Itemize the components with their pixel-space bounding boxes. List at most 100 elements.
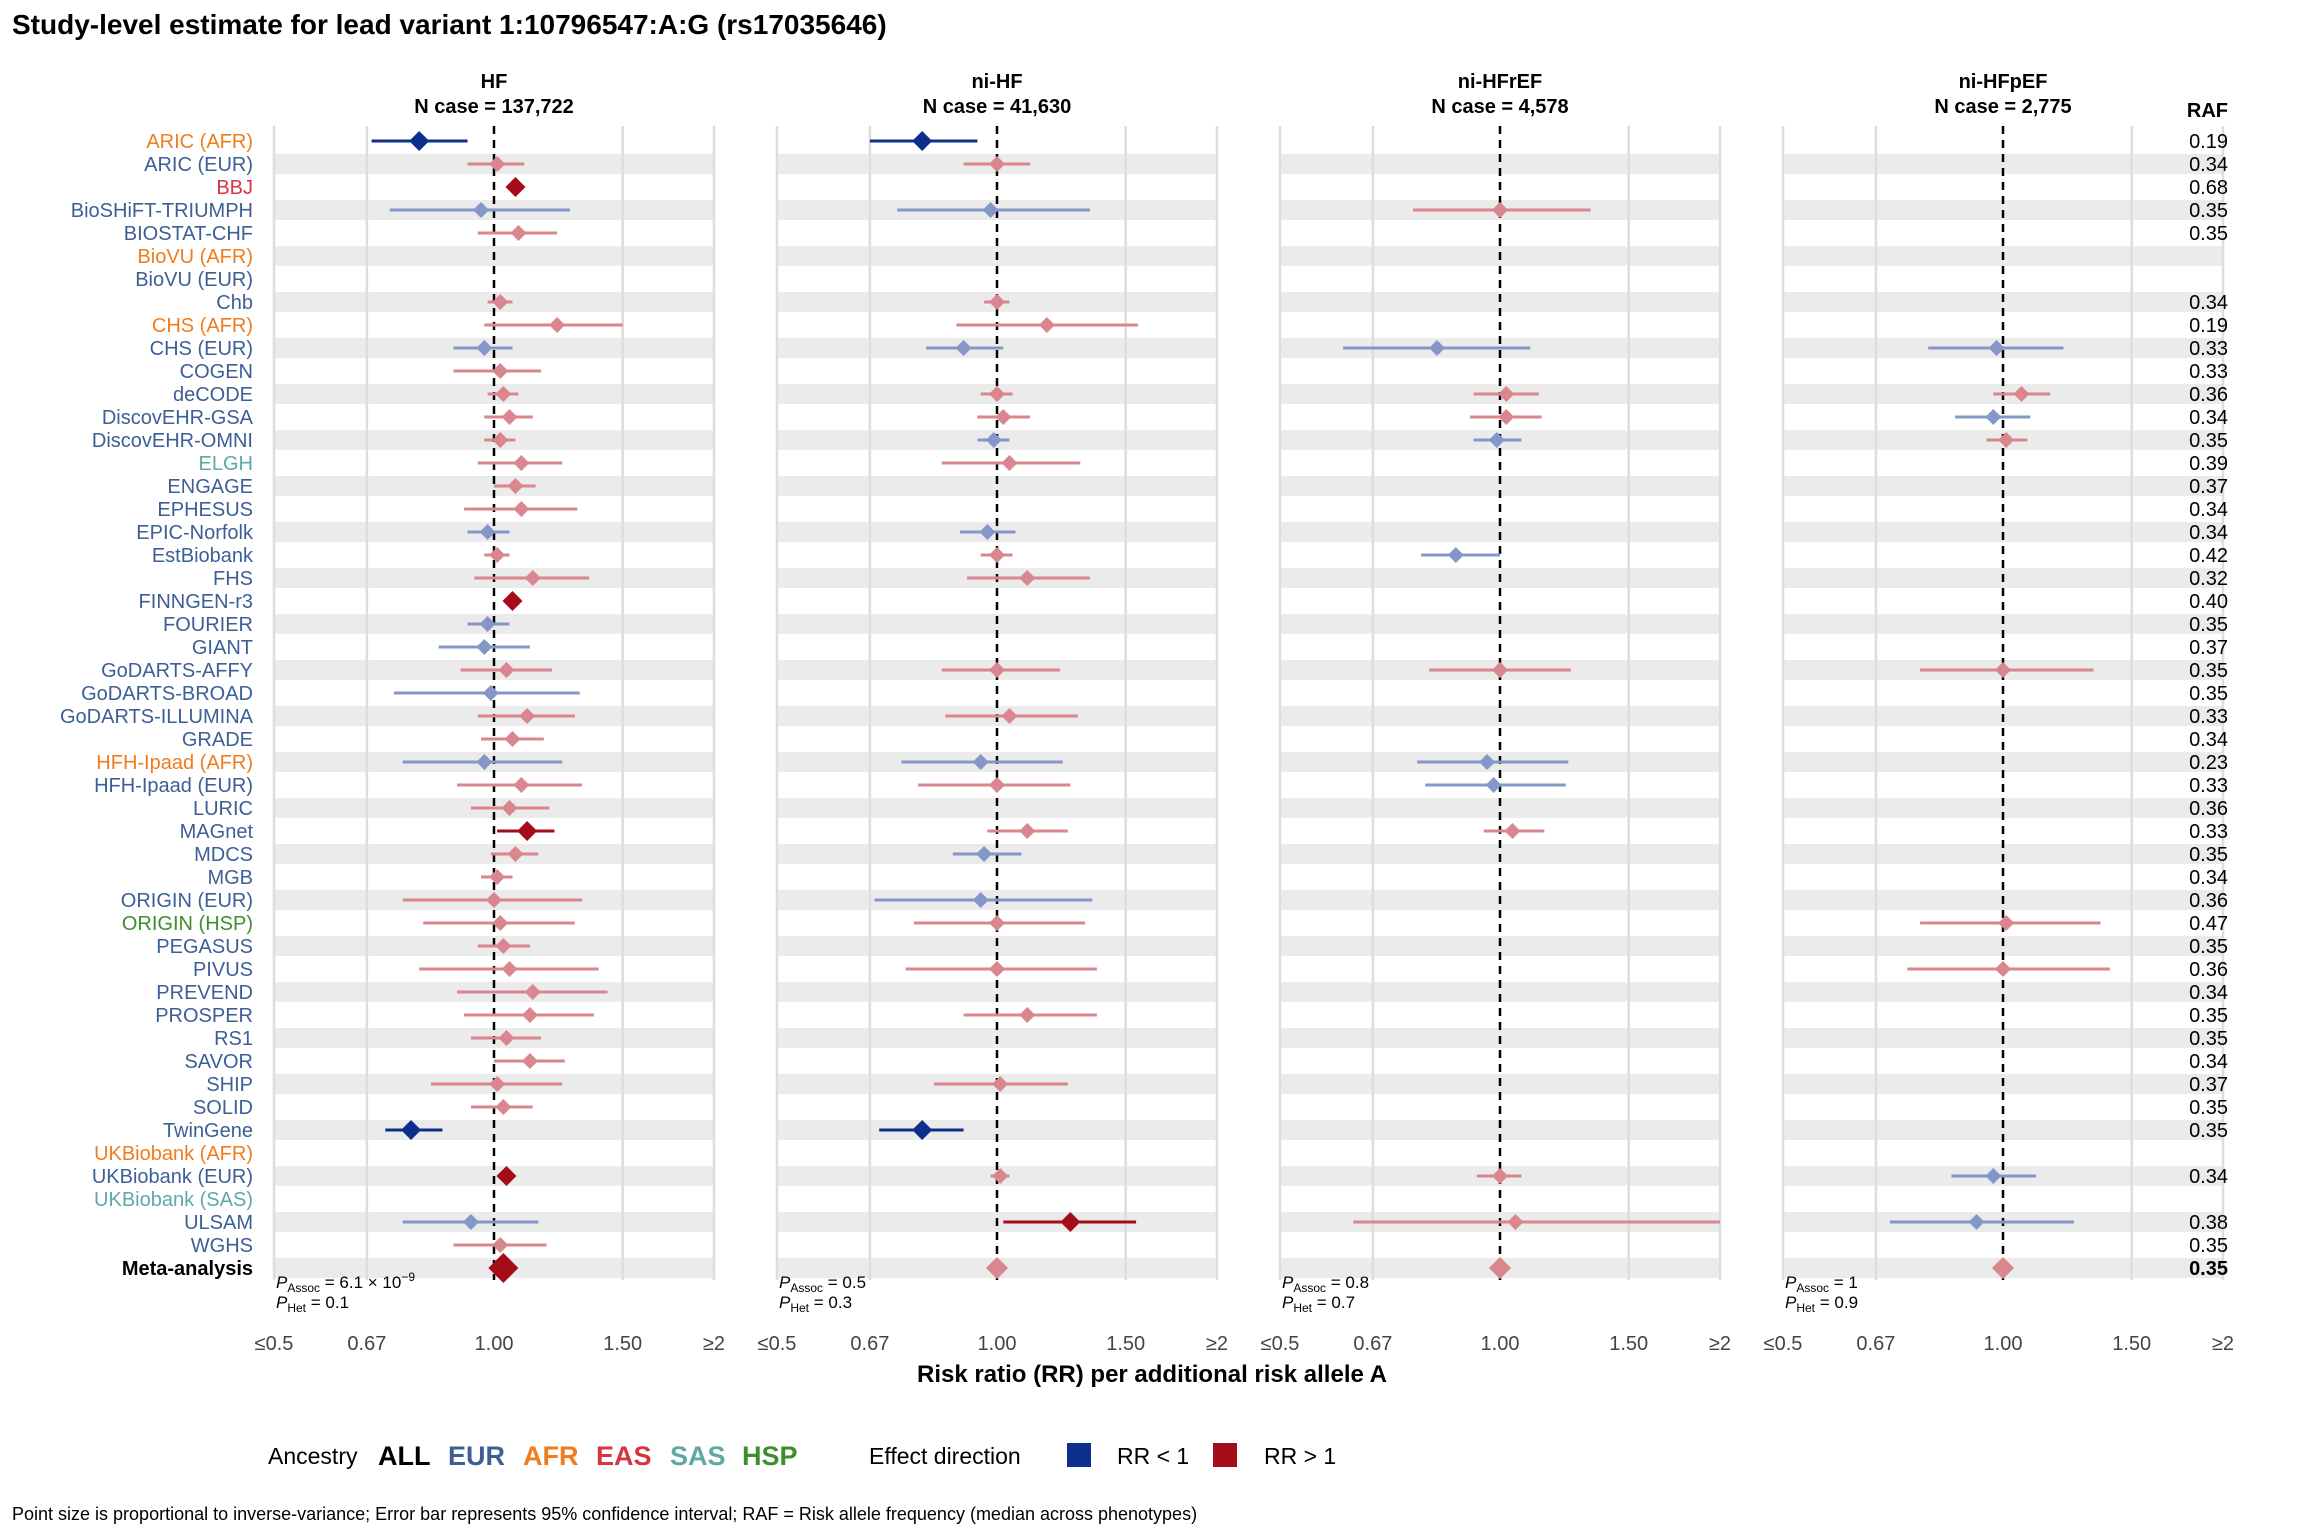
row-stripe <box>1280 476 1720 496</box>
point-estimate <box>479 616 496 632</box>
p-het: PHet = 0.1 <box>276 1293 349 1315</box>
panel-title: HF <box>481 71 508 93</box>
row-stripe <box>1783 982 2223 1002</box>
raf-value: 0.34 <box>2189 522 2228 544</box>
point-estimate <box>524 570 541 586</box>
point-estimate <box>492 1237 509 1253</box>
panel-n-case: N case = 41,630 <box>923 96 1071 118</box>
point-estimate <box>989 386 1005 402</box>
raf-value: 0.35 <box>2189 683 2228 705</box>
point-estimate <box>1488 432 1505 448</box>
x-tick-label: 1.00 <box>1984 1333 2023 1355</box>
point-estimate <box>1019 1007 1036 1023</box>
point-estimate <box>401 1120 422 1140</box>
point-estimate <box>513 501 530 517</box>
point-estimate <box>513 777 530 793</box>
study-label-savor: SAVOR <box>184 1051 253 1073</box>
study-label-chs-eur: CHS (EUR) <box>150 338 253 360</box>
raf-value: 0.35 <box>2189 200 2228 222</box>
footnote: Point size is proportional to inverse-va… <box>12 1504 1197 1524</box>
x-tick-label: ≤0.5 <box>1764 1333 1803 1355</box>
point-estimate <box>495 938 512 954</box>
raf-value: 0.19 <box>2189 131 2228 153</box>
point-estimate <box>992 1076 1009 1092</box>
row-stripes <box>274 154 2223 1278</box>
raf-value: 0.68 <box>2189 177 2228 199</box>
point-estimate <box>1985 1168 2002 1184</box>
study-label-meta-analysis: Meta-analysis <box>122 1258 253 1280</box>
point-estimate <box>1429 340 1446 356</box>
study-label-estbiobank: EstBiobank <box>152 545 254 567</box>
raf-value: 0.38 <box>2189 1212 2228 1234</box>
raf-value: 0.19 <box>2189 315 2228 337</box>
study-label-rs1: RS1 <box>214 1028 253 1050</box>
legend-ancestry-sas: SAS <box>670 1441 726 1471</box>
panel-title: ni-HFpEF <box>1959 71 2048 93</box>
legend-ancestry-hsp: HSP <box>742 1441 798 1471</box>
point-estimate <box>1504 823 1521 839</box>
point-estimate <box>1447 547 1464 563</box>
row-stripe <box>1280 1120 1720 1140</box>
row-stripe <box>777 1120 1217 1140</box>
raf-value: 0.37 <box>2189 476 2228 498</box>
study-label-finngen-r3: FINNGEN-r3 <box>139 591 253 613</box>
point-estimate <box>513 455 530 471</box>
x-tick-label: 0.67 <box>347 1333 386 1355</box>
point-estimate <box>492 915 509 931</box>
legend-ancestry-all: ALL <box>378 1441 430 1471</box>
legend-effect-label: Effect direction <box>869 1443 1021 1469</box>
x-tick-label: 0.67 <box>1353 1333 1392 1355</box>
x-tick-label: ≥2 <box>1709 1333 1731 1355</box>
study-label-magnet: MAGnet <box>180 821 254 843</box>
row-stripe <box>1783 1120 2223 1140</box>
point-estimate <box>507 478 524 494</box>
p-assoc: PAssoc = 6.1 × 10−9 <box>276 1270 415 1295</box>
point-estimate <box>492 432 509 448</box>
chart-title: Study-level estimate for lead variant 1:… <box>12 9 887 40</box>
raf-value: 0.34 <box>2189 867 2228 889</box>
point-estimate <box>498 1030 515 1046</box>
point-estimate <box>1489 1257 1511 1279</box>
study-label-ukbiobank-afr: UKBiobank (AFR) <box>94 1143 253 1165</box>
study-label-giant: GIANT <box>192 637 253 659</box>
raf-value: 0.37 <box>2189 1074 2228 1096</box>
point-estimate <box>496 1166 517 1186</box>
point-estimate <box>507 846 524 862</box>
point-estimate <box>979 524 996 540</box>
raf-value: 0.33 <box>2189 821 2228 843</box>
point-estimate <box>1492 202 1508 218</box>
study-label-engage: ENGAGE <box>167 476 253 498</box>
raf-value: 0.42 <box>2189 545 2228 567</box>
raf-value: 0.39 <box>2189 453 2228 475</box>
point-estimate <box>495 1099 512 1115</box>
raf-value: 0.33 <box>2189 706 2228 728</box>
point-estimate <box>985 432 1002 448</box>
raf-header: RAF <box>2187 100 2228 122</box>
point-estimate <box>521 1007 538 1023</box>
point-estimate <box>519 708 536 724</box>
raf-value: 0.34 <box>2189 154 2228 176</box>
raf-value: 0.36 <box>2189 384 2228 406</box>
point-estimate <box>912 131 933 151</box>
point-estimate <box>489 547 506 563</box>
row-stripe <box>777 982 1217 1002</box>
raf-value: 0.33 <box>2189 338 2228 360</box>
raf-value: 0.34 <box>2189 982 2228 1004</box>
point-estimate <box>1492 1168 1508 1184</box>
raf-value: 0.36 <box>2189 890 2228 912</box>
row-stripe <box>777 476 1217 496</box>
study-label-fhs: FHS <box>213 568 253 590</box>
row-stripe <box>1783 798 2223 818</box>
study-label-aric-eur: ARIC (EUR) <box>144 154 253 176</box>
raf-value: 0.23 <box>2189 752 2228 774</box>
point-estimate <box>473 202 490 218</box>
raf-value: 0.35 <box>2189 430 2228 452</box>
study-label-bbj: BBJ <box>216 177 253 199</box>
point-estimate <box>462 1214 479 1230</box>
point-estimate <box>989 294 1005 310</box>
x-tick-label: ≤0.5 <box>255 1333 294 1355</box>
panel-n-case: N case = 137,722 <box>414 96 574 118</box>
raf-value: 0.35 <box>2189 614 2228 636</box>
point-estimate <box>1498 409 1515 425</box>
